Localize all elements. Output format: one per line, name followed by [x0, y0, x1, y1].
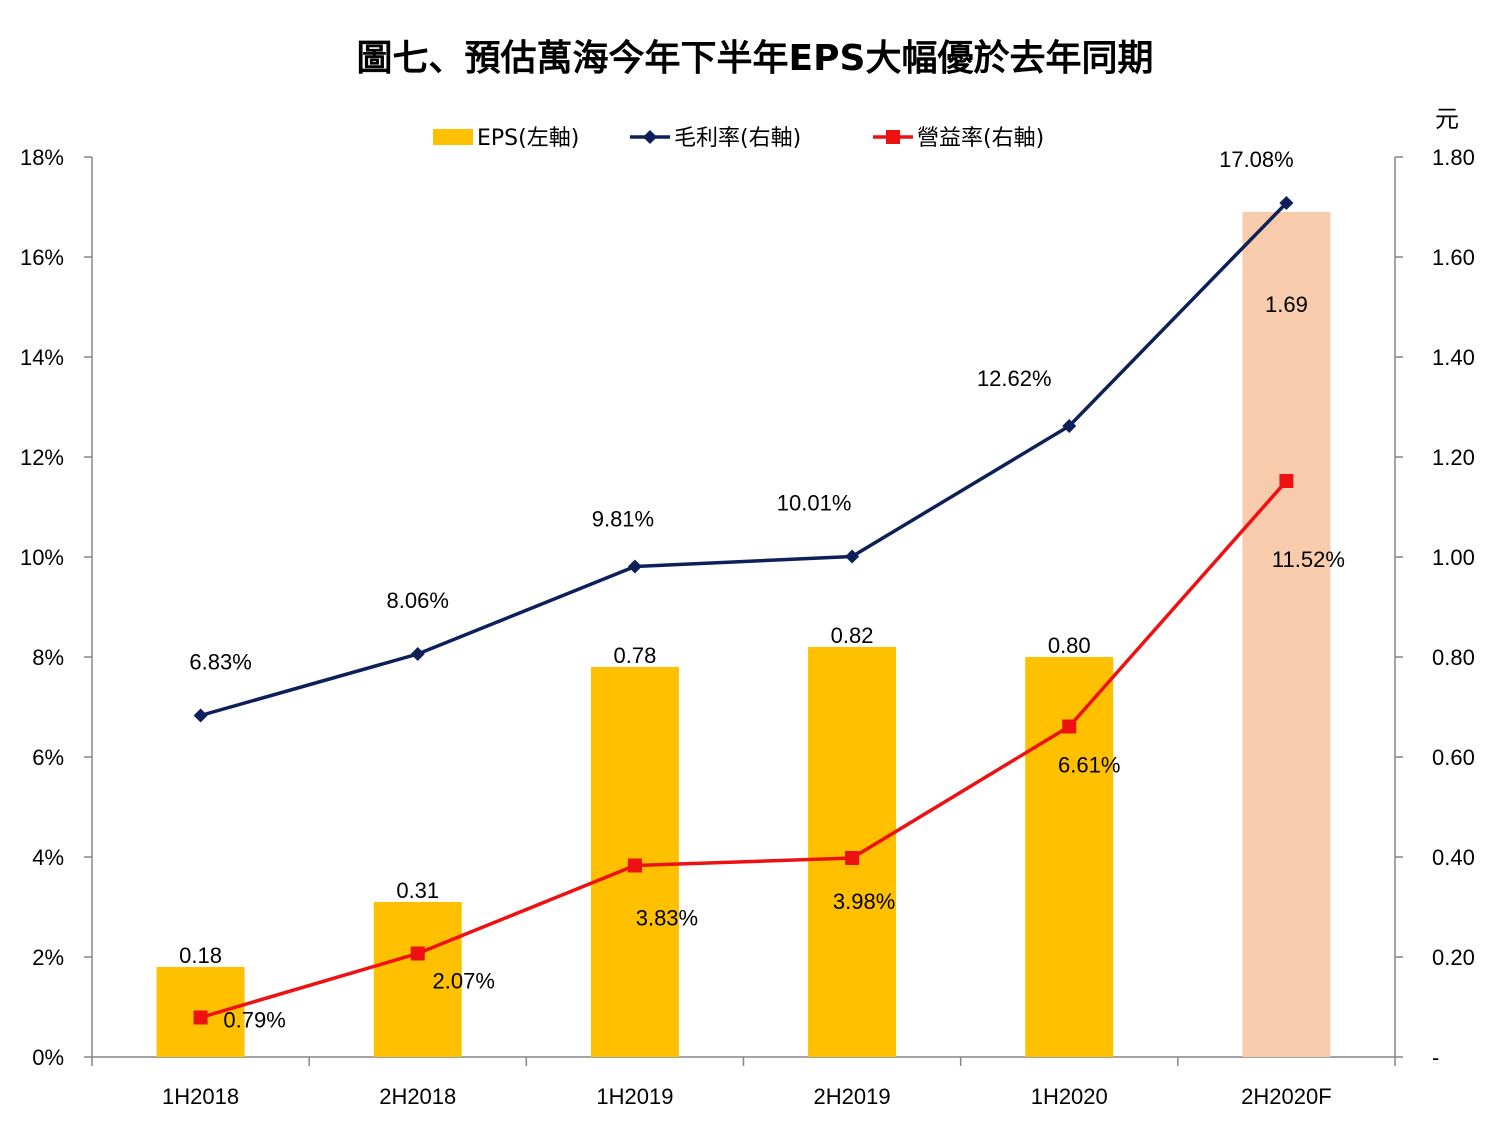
- operating-margin-data-label: 11.52%: [1272, 547, 1345, 572]
- legend-eps-swatch: [433, 129, 473, 145]
- data-labels: 0.18 0.31 0.78 0.82 0.80 1.69 6.83% 8.06% 9.81% 1…: [179, 147, 1345, 1033]
- right-tick-label: 0.40: [1432, 845, 1475, 870]
- left-tick-label: 8%: [32, 645, 64, 670]
- eps-bar: [1025, 657, 1114, 1057]
- legend-operating-margin-label: 營益率(右軸): [917, 126, 1044, 151]
- eps-data-label: 0.31: [396, 878, 439, 903]
- right-tick-label: 1.00: [1432, 545, 1475, 570]
- left-tick-label: 16%: [20, 245, 64, 270]
- legend-gross-margin-label: 毛利率(右軸): [674, 126, 801, 151]
- left-tick-label: 0%: [32, 1045, 64, 1070]
- left-tick-label: 14%: [20, 345, 64, 370]
- gross-margin-data-label: 9.81%: [592, 507, 654, 532]
- operating-margin-point: [1062, 719, 1077, 734]
- eps-data-label: 0.80: [1048, 633, 1091, 658]
- legend-eps-label: EPS(左軸): [477, 126, 579, 151]
- gross-margin-point: [845, 549, 860, 564]
- chart-title: 圖七、預估萬海今年下半年EPS大幅優於去年同期: [357, 38, 1154, 79]
- eps-bar: [373, 902, 462, 1057]
- gross-margin-line: [200, 201, 1288, 718]
- x-tick-label: 2H2018: [379, 1084, 456, 1109]
- legend-gross-margin-marker: [643, 130, 657, 144]
- eps-data-label: 0.18: [179, 943, 222, 968]
- right-tick-label: 1.60: [1432, 245, 1475, 270]
- eps-bar: [1242, 212, 1331, 1057]
- left-tick-label: 6%: [32, 745, 64, 770]
- right-tick-label: 0.80: [1432, 645, 1475, 670]
- operating-margin-data-label: 6.61%: [1058, 753, 1120, 778]
- x-tick-label: 2H2019: [814, 1084, 891, 1109]
- operating-margin-point: [1279, 474, 1294, 488]
- gross-margin-data-label: 10.01%: [777, 491, 852, 516]
- lines: [193, 196, 1294, 1025]
- x-tick-label: 2H2020F: [1241, 1084, 1332, 1109]
- gross-margin-data-label: 8.06%: [387, 588, 449, 613]
- gross-margin-point: [1062, 419, 1077, 433]
- axes: 0% 2% 4% 6% 8% 10% 12% 14% 16% 18% - 0.20 0.40 0.60 0.…: [20, 145, 1475, 1109]
- right-tick-label: 1.40: [1432, 345, 1475, 370]
- operating-margin-point: [845, 851, 860, 865]
- right-tick-label: 0.20: [1432, 945, 1475, 970]
- gross-margin-data-label: 12.62%: [977, 366, 1052, 391]
- gross-margin-data-label: 17.08%: [1219, 147, 1294, 172]
- operating-margin-point: [410, 946, 425, 961]
- legend: EPS(左軸) 毛利率(右軸) 營益率(右軸): [433, 126, 1044, 151]
- legend-operating-margin-marker: [886, 130, 900, 144]
- operating-margin-data-label: 2.07%: [433, 969, 495, 994]
- left-tick-label: 10%: [20, 545, 64, 570]
- left-tick-label: 4%: [32, 845, 64, 870]
- eps-data-label: 1.69: [1265, 292, 1308, 317]
- operating-margin-data-label: 3.83%: [636, 906, 698, 931]
- gross-margin-data-label: 6.83%: [189, 650, 251, 675]
- right-axis-unit: 元: [1435, 105, 1459, 133]
- gross-margin-point: [1279, 196, 1294, 210]
- gross-margin-point: [627, 559, 642, 574]
- operating-margin-data-label: 0.79%: [223, 1008, 285, 1033]
- bars: [156, 212, 1331, 1057]
- x-tick-label: 1H2018: [162, 1084, 239, 1109]
- operating-margin-point: [627, 858, 642, 873]
- left-tick-label: 2%: [32, 945, 64, 970]
- left-tick-label: 12%: [20, 445, 64, 470]
- operating-margin-line: [200, 479, 1288, 1020]
- operating-margin-point: [193, 1010, 208, 1025]
- operating-margin-data-label: 3.98%: [833, 889, 895, 914]
- right-tick-label: 1.80: [1432, 145, 1475, 170]
- eps-data-label: 0.82: [831, 623, 874, 648]
- x-tick-label: 1H2019: [596, 1084, 673, 1109]
- right-tick-label: 0.60: [1432, 745, 1475, 770]
- right-tick-label: 1.20: [1432, 445, 1475, 470]
- right-tick-label: -: [1432, 1045, 1439, 1070]
- eps-data-label: 0.78: [614, 643, 657, 668]
- left-tick-label: 18%: [20, 145, 64, 170]
- x-tick-label: 1H2020: [1031, 1084, 1108, 1109]
- gross-margin-point: [193, 708, 208, 723]
- gross-margin-point: [410, 647, 425, 661]
